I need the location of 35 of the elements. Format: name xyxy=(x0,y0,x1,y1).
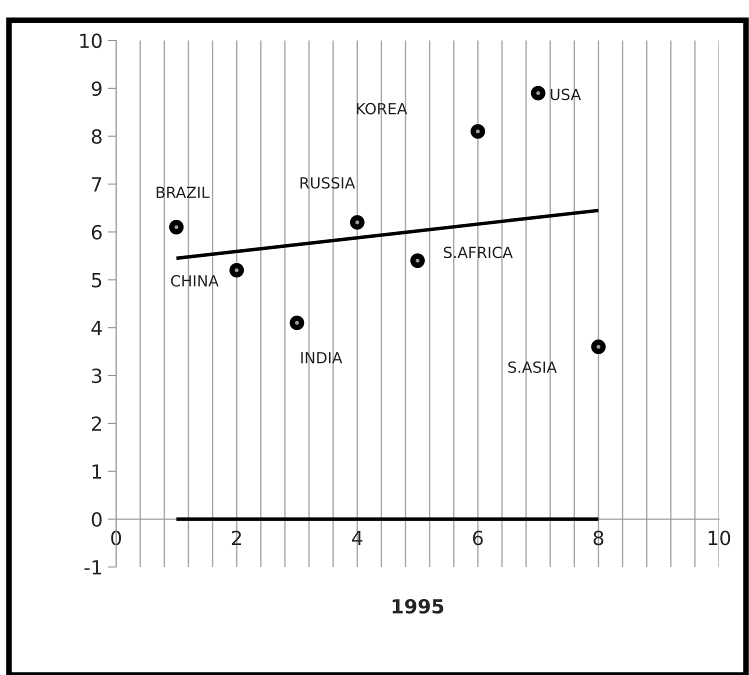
y-tick-label: 3 xyxy=(92,368,102,384)
x-tick-label: 4 xyxy=(352,530,362,546)
x-axis-title: 1995 xyxy=(392,598,444,614)
annotation: RUSSIA xyxy=(300,177,356,189)
y-tick-label: 4 xyxy=(91,320,102,336)
y-tick-label: 7 xyxy=(92,177,102,192)
annotation: CHINA xyxy=(171,275,219,287)
y-tick-label: -1 xyxy=(84,560,102,574)
annotation: INDIA xyxy=(301,352,342,364)
y-tick-label: 9 xyxy=(92,81,102,96)
annotation: S.AFRICA xyxy=(444,246,513,258)
y-tick-label: 6 xyxy=(92,224,102,240)
point xyxy=(591,340,606,354)
annotation: USA xyxy=(550,88,581,100)
y-tick-label: 8 xyxy=(92,129,102,144)
annotation: BRAZIL xyxy=(156,186,210,198)
x-tick-label: 8 xyxy=(594,530,604,546)
annotation: S.ASIA xyxy=(508,361,557,373)
point xyxy=(470,124,486,139)
y-tick-label: 1 xyxy=(92,464,102,479)
y-tick-label: 5 xyxy=(92,273,102,288)
x-tick-label: 2 xyxy=(232,530,241,546)
y-tick-label: 0 xyxy=(92,512,102,527)
point xyxy=(530,86,546,100)
x-tick-label: 6 xyxy=(473,530,483,546)
y-tick-label: 10 xyxy=(80,33,102,48)
y-tick-label: 2 xyxy=(92,416,101,431)
point xyxy=(169,220,184,234)
point xyxy=(410,253,425,268)
point xyxy=(350,215,365,230)
x-tick-label: 0 xyxy=(111,530,121,546)
annotation: KOREA xyxy=(356,102,408,114)
x-tick-label: 10 xyxy=(708,530,730,546)
point xyxy=(290,316,304,330)
point xyxy=(229,262,244,278)
